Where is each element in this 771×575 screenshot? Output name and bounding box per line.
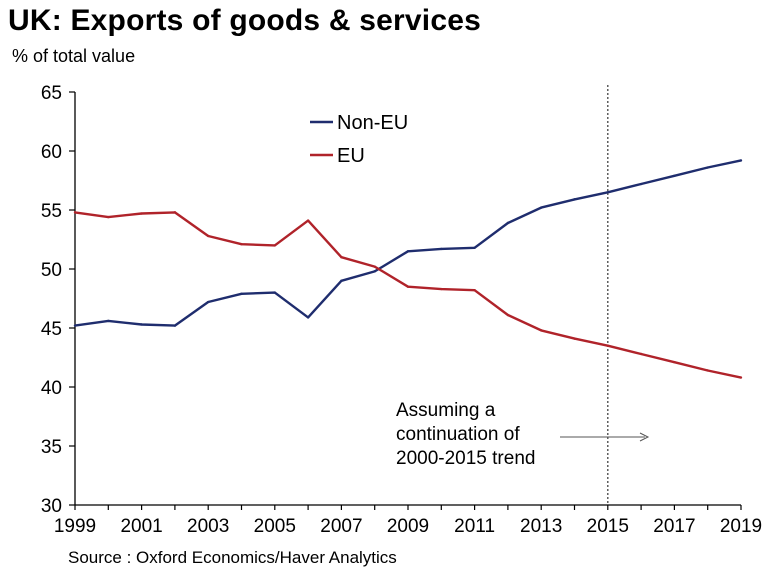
y-tick-label: 35 [41, 437, 62, 458]
data-point-eu [606, 344, 609, 347]
data-point-eu [140, 212, 143, 215]
data-point-non-eu [506, 221, 510, 225]
data-point-non-eu [473, 246, 476, 249]
data-point-eu [440, 287, 443, 291]
data-point-non-eu [306, 316, 310, 319]
x-tick-label: 2013 [520, 516, 562, 537]
data-point-non-eu [373, 270, 376, 273]
x-tick-label: 2009 [387, 516, 429, 537]
x-tick-label: 1999 [54, 516, 96, 537]
x-tick-label: 2005 [254, 516, 296, 537]
data-point-non-eu [440, 247, 443, 251]
data-point-non-eu [540, 206, 543, 209]
y-axis-label: % of total value [12, 46, 136, 66]
x-tick-label: 2011 [454, 516, 495, 537]
data-point-non-eu [240, 292, 243, 295]
data-point-eu [207, 234, 210, 238]
data-point-eu [240, 243, 243, 246]
data-point-non-eu [673, 174, 676, 177]
data-point-eu [73, 211, 77, 214]
data-point-eu [107, 215, 110, 219]
data-point-eu [739, 376, 743, 379]
x-tick-label: 2017 [653, 516, 695, 537]
data-point-eu [273, 244, 276, 247]
x-tick-label: 2001 [120, 516, 162, 537]
data-point-eu [706, 369, 709, 372]
y-tick-label: 50 [41, 260, 62, 281]
x-tick-label: 2003 [187, 516, 229, 537]
data-point-non-eu [273, 291, 276, 294]
data-point-eu [639, 352, 643, 356]
data-point-eu [540, 329, 543, 332]
source-note: Source : Oxford Economics/Haver Analytic… [68, 548, 397, 567]
data-point-non-eu [406, 250, 410, 253]
data-point-eu [340, 256, 343, 259]
annotation-text: 2000-2015 trend [396, 448, 535, 469]
data-point-eu [373, 265, 376, 268]
data-point-non-eu [207, 300, 210, 304]
data-point-non-eu [340, 279, 343, 282]
data-point-non-eu [173, 324, 177, 327]
data-point-eu [506, 313, 510, 317]
data-point-non-eu [706, 166, 709, 169]
data-point-non-eu [739, 159, 743, 162]
x-tick-label: 2015 [587, 516, 629, 537]
legend-label-eu: EU [337, 145, 365, 167]
data-point-eu [173, 211, 177, 214]
annotation-arrow-head [639, 432, 650, 442]
data-point-non-eu [140, 323, 143, 326]
data-point-non-eu [639, 182, 643, 186]
data-point-eu [406, 285, 410, 288]
legend-label-non-eu: Non-EU [337, 112, 408, 134]
data-point-eu [673, 361, 676, 364]
y-tick-label: 55 [41, 201, 62, 222]
data-point-eu [573, 337, 576, 340]
y-tick-label: 60 [41, 142, 62, 163]
y-tick-label: 45 [41, 319, 62, 340]
data-point-eu [473, 289, 476, 292]
data-point-non-eu [606, 191, 609, 194]
y-tick-label: 30 [41, 496, 62, 517]
annotation-text: continuation of [396, 424, 520, 445]
chart-title: UK: Exports of goods & services [8, 4, 481, 37]
data-point-eu [306, 219, 310, 222]
data-point-non-eu [73, 324, 77, 327]
x-tick-label: 2007 [320, 516, 362, 537]
data-point-non-eu [573, 198, 576, 201]
x-tick-label: 2019 [720, 516, 762, 537]
data-point-non-eu [107, 319, 110, 323]
y-tick-label: 65 [41, 83, 62, 104]
y-tick-label: 40 [41, 378, 62, 399]
annotation-text: Assuming a [396, 400, 496, 421]
